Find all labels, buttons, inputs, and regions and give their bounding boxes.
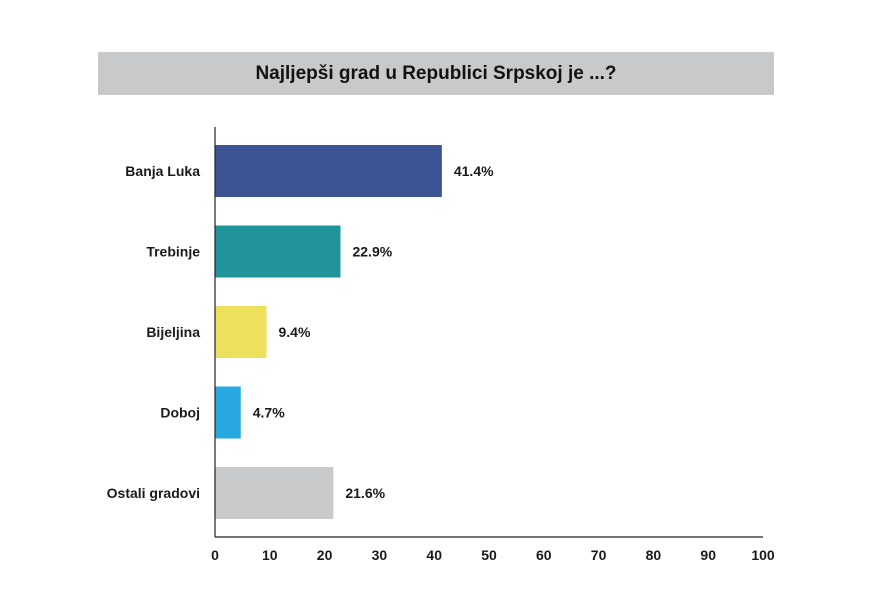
chart-title: Najljepši grad u Republici Srpskoj je ..… bbox=[255, 62, 617, 84]
x-tick-0: 0 bbox=[211, 547, 219, 563]
bar-banja-luka bbox=[215, 145, 442, 197]
category-labels: Banja Luka Trebinje Bijeljina Doboj Ostali g… bbox=[107, 163, 201, 501]
x-tick-10: 10 bbox=[262, 547, 278, 563]
chart-title-bar: Najljepši grad u Republici Srpskoj je ..… bbox=[98, 52, 774, 95]
category-label-banja-luka: Banja Luka bbox=[125, 163, 200, 179]
value-label-ostali-gradovi: 21.6% bbox=[345, 485, 385, 501]
x-tick-20: 20 bbox=[317, 547, 333, 563]
bar-doboj bbox=[215, 386, 241, 439]
value-label-bijeljina: 9.4% bbox=[279, 324, 311, 340]
value-label-trebinje: 22.9% bbox=[352, 244, 392, 260]
category-label-ostali-gradovi: Ostali gradovi bbox=[107, 485, 200, 501]
value-label-banja-luka: 41.4% bbox=[454, 163, 494, 179]
category-label-trebinje: Trebinje bbox=[146, 244, 200, 260]
x-tick-80: 80 bbox=[646, 547, 662, 563]
category-label-bijeljina: Bijeljina bbox=[146, 324, 200, 340]
bar-bijeljina bbox=[215, 306, 267, 358]
bar-trebinje bbox=[215, 225, 341, 278]
x-tick-100: 100 bbox=[751, 547, 775, 563]
category-label-doboj: Doboj bbox=[160, 405, 200, 421]
bars-group bbox=[215, 145, 442, 519]
value-labels: 41.4% 22.9% 9.4% 4.7% 21.6% bbox=[253, 163, 494, 501]
x-tick-50: 50 bbox=[481, 547, 497, 563]
x-tick-60: 60 bbox=[536, 547, 552, 563]
value-label-doboj: 4.7% bbox=[253, 405, 285, 421]
x-tick-40: 40 bbox=[426, 547, 442, 563]
x-tick-90: 90 bbox=[700, 547, 716, 563]
bar-ostali-gradovi bbox=[215, 467, 334, 519]
x-axis-ticks: 0 10 20 30 40 50 60 70 80 90 100 bbox=[211, 547, 775, 563]
x-tick-30: 30 bbox=[372, 547, 388, 563]
x-tick-70: 70 bbox=[591, 547, 607, 563]
